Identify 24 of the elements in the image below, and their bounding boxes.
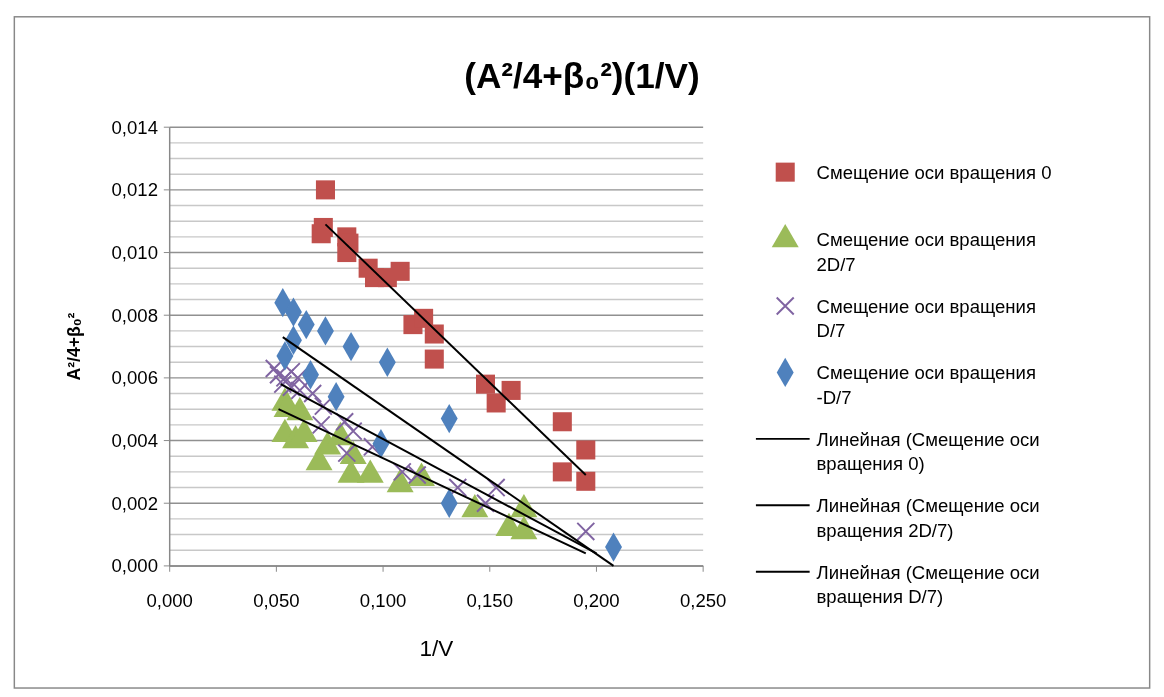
legend-label: Линейная (Смещение оси вращения 0) bbox=[816, 428, 1040, 475]
legend-label: Смещение оси вращения 2D/7 bbox=[816, 229, 1036, 275]
legend-label: Смещение оси вращения 0 bbox=[816, 161, 1052, 183]
legend-label: Смещение оси вращения -D/7 bbox=[816, 362, 1036, 408]
y-tick-label: 0,010 bbox=[111, 242, 158, 264]
y-tick-label: 0,004 bbox=[111, 430, 158, 452]
chart-title: (A²/4+β₀²)(1/V) bbox=[464, 56, 700, 96]
y-tick-label: 0,012 bbox=[111, 179, 158, 201]
legend-label: Линейная (Смещение оси вращения 2D/7) bbox=[816, 495, 1040, 541]
y-tick-label: 0,006 bbox=[111, 367, 158, 389]
legend-label: Линейная (Смещение оси вращения D/7) bbox=[816, 561, 1040, 608]
y-tick-label: 0,014 bbox=[111, 116, 158, 138]
x-axis-title: 1/V bbox=[419, 635, 454, 661]
x-tick-label: 0,050 bbox=[253, 589, 300, 611]
y-tick-label: 0,002 bbox=[111, 492, 158, 514]
x-tick-label: 0,150 bbox=[466, 589, 513, 611]
x-tick-label: 0,100 bbox=[359, 589, 407, 611]
x-tick-label: 0,250 bbox=[679, 589, 727, 611]
x-tick-label: 0,000 bbox=[146, 589, 193, 611]
y-tick-label: 0,000 bbox=[111, 555, 158, 577]
legend-label: Смещение оси вращения D/7 bbox=[816, 295, 1036, 342]
x-tick-label: 0,200 bbox=[573, 589, 620, 611]
y-tick-label: 0,008 bbox=[111, 304, 158, 326]
y-axis-title: A²/4+β₀² bbox=[63, 312, 84, 381]
